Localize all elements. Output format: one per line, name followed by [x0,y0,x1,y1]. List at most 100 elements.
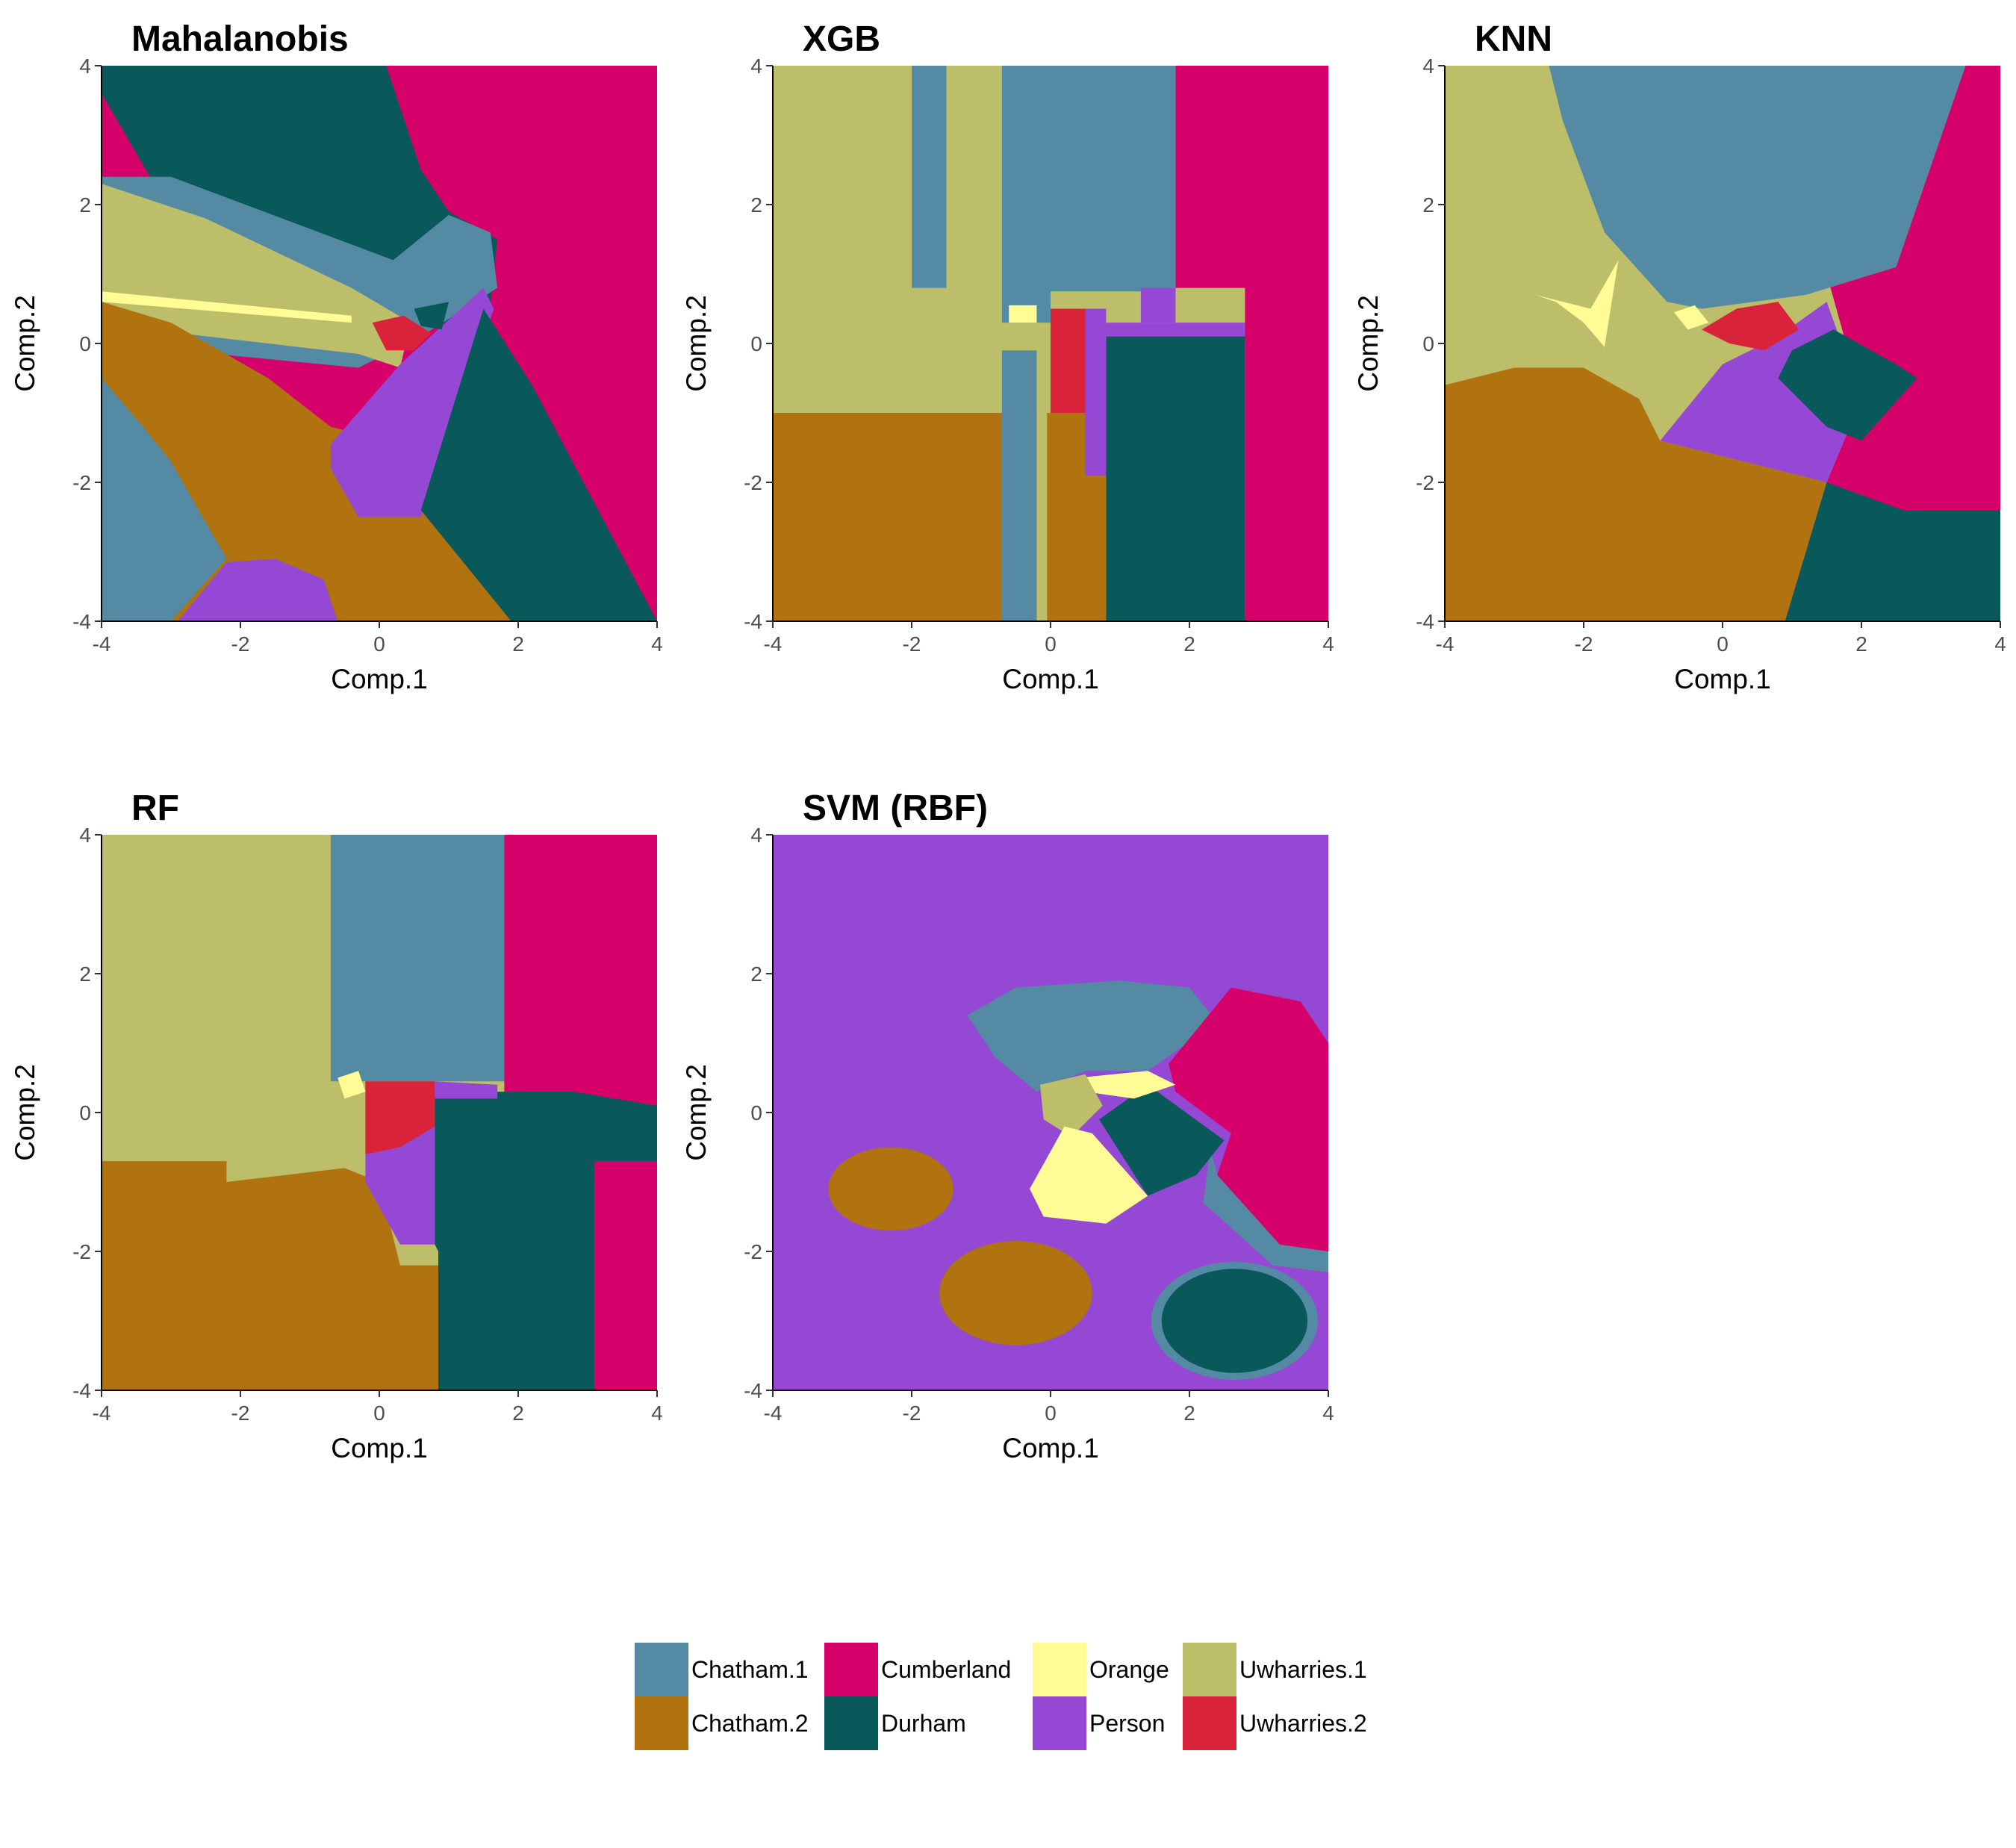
y-tick-label: -4 [72,1379,91,1402]
region-durham [1106,329,1245,621]
legend-item-person: Person [1033,1696,1165,1750]
y-tick-label: -2 [72,1240,91,1263]
region-orange [1078,1071,1176,1099]
x-tick-label: 4 [1994,632,2006,656]
region-orange [1534,260,1619,347]
y-tick-label: 0 [79,1101,91,1124]
panel-title: KNN [1475,19,1552,59]
x-tick-label: 2 [1855,632,1867,656]
x-tick-label: -4 [764,632,783,656]
x-axis-title: Comp.1 [1002,1433,1099,1463]
region-durham [1778,329,1917,441]
region-person [365,1126,435,1245]
y-tick-label: 4 [79,55,91,78]
region-chatham-1 [102,378,227,621]
plot-area [773,66,1328,621]
y-tick-label: 0 [1422,332,1434,355]
y-tick-label: -2 [72,471,91,494]
region-orange [337,1071,366,1099]
region-chatham-2 [939,1241,1092,1345]
x-tick-label: 4 [1322,1401,1334,1425]
legend-item-chatham-1: Chatham.1 [635,1643,809,1696]
region-durham [1785,482,2000,621]
region-chatham-2 [102,1161,442,1390]
legend-item-chatham-2: Chatham.2 [635,1696,809,1750]
panel-rf: -4 -2 0 2 4 -4 -2 0 2 4 Comp.1 Comp.2 RF [10,788,663,1463]
legend-label: Chatham.2 [691,1710,809,1737]
region-chatham-2 [828,1147,953,1231]
region-orange [1009,305,1037,323]
x-tick-label: 2 [1183,632,1195,656]
y-tick-label: 2 [79,962,91,986]
y-tick-label: -2 [1416,471,1434,494]
y-tick-label: 0 [79,332,91,355]
x-tick-label: -2 [231,632,250,656]
legend-item-orange: Orange [1033,1643,1169,1696]
legend-label: Orange [1089,1656,1169,1683]
region-chatham-1 [330,835,505,1082]
y-tick-label: 2 [750,193,762,217]
plot-area [102,66,657,621]
region-uwharries-2 [1702,302,1799,351]
legend-label: Chatham.1 [691,1656,809,1683]
legend-item-durham: Durham [824,1696,966,1750]
x-tick-label: 2 [512,632,524,656]
y-axis-title: Comp.2 [10,295,40,392]
region-chatham-2 [773,413,1037,621]
x-axis-title: Comp.1 [1674,664,1771,694]
legend-swatch [1183,1696,1236,1750]
region-person [1085,308,1107,476]
y-tick-label: -4 [1416,610,1434,633]
legend-label: Uwharries.1 [1239,1656,1367,1683]
region-durham [1161,1269,1308,1373]
x-tick-label: -2 [231,1401,250,1425]
x-tick-label: -2 [903,632,921,656]
region-durham [1099,1084,1225,1196]
region-person [1106,323,1245,337]
y-tick-label: 2 [1422,193,1434,217]
region-chatham-2 [1445,367,1827,621]
region-cumberland [1785,66,2000,621]
region-chatham-1 [967,980,1218,1092]
region-cumberland [1175,66,1328,621]
y-tick-label: -2 [744,1240,762,1263]
y-tick-label: 0 [750,1101,762,1124]
x-axis-title: Comp.1 [331,1433,428,1463]
x-tick-label: 4 [1322,632,1334,656]
legend-label: Uwharries.2 [1239,1710,1367,1737]
region-orange [102,291,352,323]
region-uwharries-2 [365,1081,435,1154]
legend: Chatham.1 Chatham.2 Cumberland Durham Orange… [635,1643,1367,1750]
region-chatham-1 [1203,1147,1328,1272]
legend-item-uwharries-2: Uwharries.2 [1183,1696,1367,1750]
plot-area [1445,66,2000,621]
x-tick-label: 0 [1717,632,1729,656]
region-chatham-1 [1549,66,1966,309]
region-cumberland [102,93,151,177]
x-tick-label: 0 [373,632,385,656]
legend-item-cumberland: Cumberland [824,1643,1011,1696]
y-tick-label: -4 [744,610,762,633]
region-orange [1030,1126,1148,1224]
x-tick-label: -4 [93,632,111,656]
x-axis-title: Comp.1 [1002,664,1099,694]
x-tick-label: 2 [512,1401,524,1425]
plot-area [102,835,657,1390]
legend-item-uwharries-1: Uwharries.1 [1183,1643,1367,1696]
x-tick-label: 4 [651,632,663,656]
legend-label: Cumberland [881,1656,1011,1683]
legend-label: Person [1089,1710,1165,1737]
region-person [330,287,494,517]
legend-swatch [1183,1643,1236,1696]
x-tick-label: 2 [1183,1401,1195,1425]
x-tick-label: 0 [373,1401,385,1425]
y-tick-label: 2 [750,962,762,986]
y-tick-label: -2 [744,471,762,494]
region-uwharries-1 [102,184,411,368]
legend-swatch [824,1696,878,1750]
y-tick-label: 0 [750,332,762,355]
y-tick-label: -4 [744,1379,762,1402]
region-uwharries-1 [1040,1074,1103,1137]
region-orange [1673,305,1709,330]
